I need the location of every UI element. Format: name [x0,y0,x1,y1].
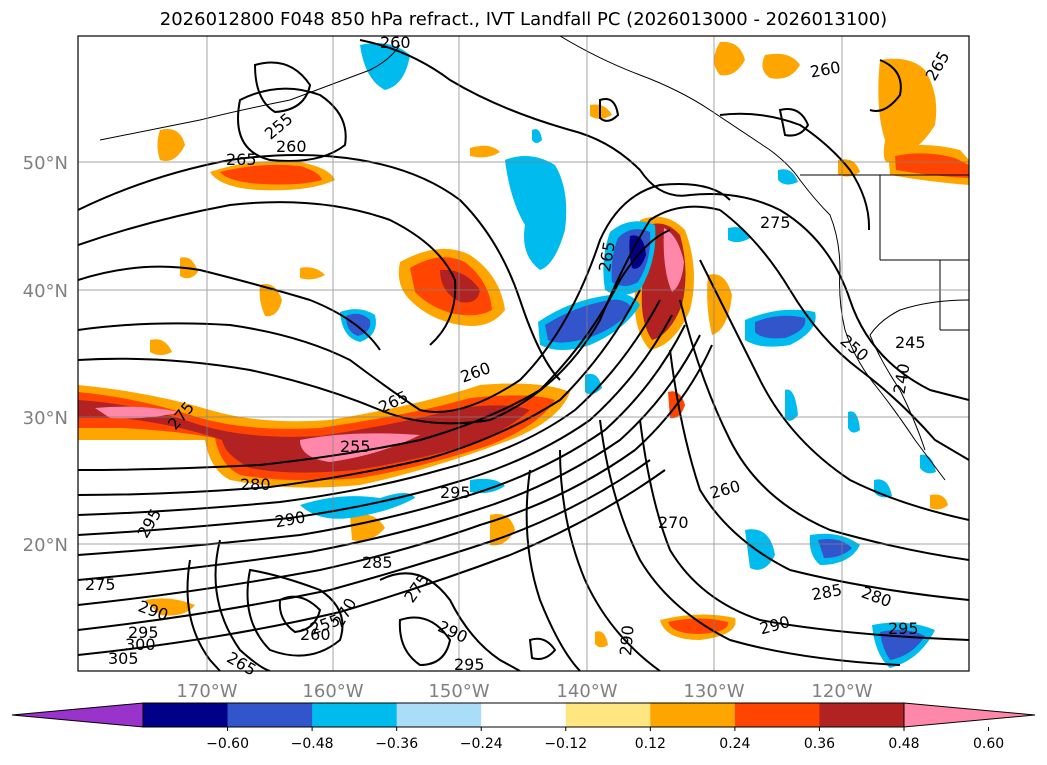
colorbar-segment [312,703,398,727]
lat-label: 30°N [23,408,68,429]
contour-label: 255 [340,437,371,456]
colorbar-segment [565,703,651,727]
colorbar-tick-label: 0.48 [888,736,919,752]
map-title: 2026012800 F048 850 hPa refract., IVT La… [159,9,888,30]
lon-label: 120°W [811,681,872,702]
contour-label: 275 [85,575,116,594]
lat-label: 50°N [23,153,68,174]
negative-anomaly-shading [300,42,936,668]
lat-label: 20°N [23,535,68,556]
latitude-labels: 50°N 40°N 30°N 20°N [23,153,68,556]
contour-label: 305 [108,649,139,668]
colorbar-segment [396,703,482,727]
lon-label: 170°W [176,681,237,702]
graticule [78,36,969,671]
colorbar-tick-label: −0.24 [460,736,503,752]
map-panel [78,36,969,671]
contour-label: 260 [300,625,331,644]
contour-label: 295 [454,655,485,674]
colorbar-tick-label: −0.60 [206,736,249,752]
contour-label: 265 [226,150,257,169]
contour-label: 260 [276,137,307,156]
colorbar-tick-label: −0.48 [291,736,334,752]
contour-label: 290 [616,624,638,656]
colorbar-segment [650,703,736,727]
contour-label: 275 [760,213,791,232]
contour-label: 280 [240,475,271,494]
contour-label: 285 [362,553,393,572]
colorbar-segment [734,703,820,727]
colorbar-segment [227,703,313,727]
lon-label: 160°W [302,681,363,702]
lat-label: 40°N [23,281,68,302]
contour-label: 270 [658,513,689,532]
contour-label: 260 [380,33,411,52]
longitude-labels: 170°W 160°W 150°W 140°W 130°W 120°W [176,681,872,702]
contour-label: 295 [128,623,159,642]
colorbar-under-arrow [11,702,144,728]
lon-label: 140°W [556,681,617,702]
colorbar-segment [819,703,905,727]
colorbar-tick-label: 0.24 [719,736,750,752]
contour-label: 295 [440,483,471,502]
coastlines [99,36,969,481]
colorbar-tick-label: −0.12 [544,736,587,752]
colorbar-tick-label: −0.36 [375,736,418,752]
colorbar-segment [481,703,567,727]
colorbar-tick-label: 0.60 [973,736,1004,752]
colorbar-tick-label: 0.12 [635,736,666,752]
lon-label: 130°W [683,681,744,702]
contour-label: 295 [888,619,919,638]
colorbar-frame [142,702,905,728]
contour-label: 245 [895,333,926,352]
colorbar-over-arrow [903,702,1036,728]
colorbar: −0.60 −0.48 −0.36 −0.24 −0.12 0.12 0.24 0.36 0.4… [11,702,1036,752]
lon-label: 150°W [428,681,489,702]
colorbar-segment [143,703,229,727]
contour-label: 300 [125,635,156,654]
map-frame [77,35,970,672]
colorbar-tick-label: 0.36 [804,736,835,752]
